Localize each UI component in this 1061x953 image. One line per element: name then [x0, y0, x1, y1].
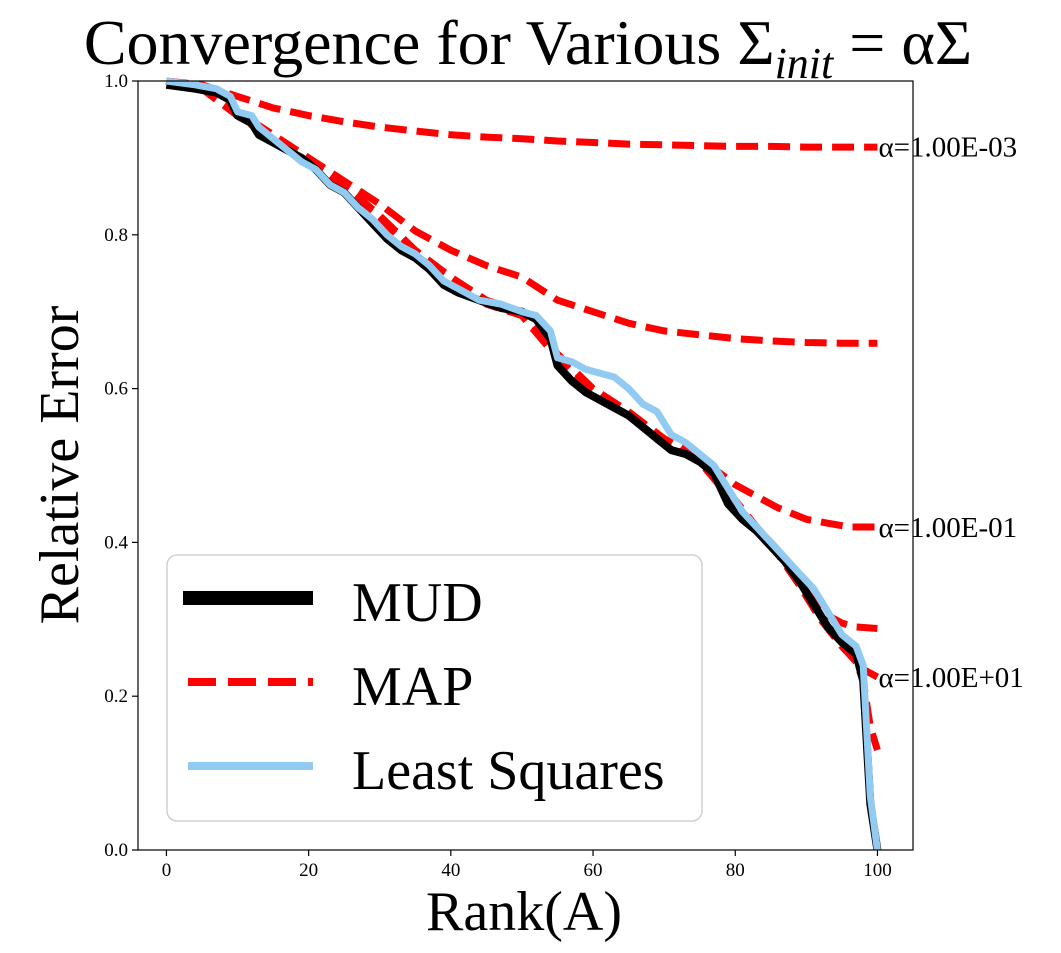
annotation-label-0: α=1.00E-03	[878, 131, 1017, 163]
legend-label-least-squares: Least Squares	[352, 740, 665, 802]
y-tick-label: 0.2	[104, 686, 128, 707]
series-line-map-1-00e-03	[166, 77, 878, 151]
y-axis-label: Relative Error	[29, 305, 91, 624]
chart-title-subscript: init	[775, 39, 835, 88]
annotation-label-1: α=1.00E-01	[878, 512, 1017, 544]
annotation-label-2: α=1.00E+01	[878, 662, 1023, 694]
x-tick-label: 20	[299, 860, 318, 881]
chart-title-tail: = αΣ	[833, 7, 972, 78]
chart-title: Convergence for Various Σinit = αΣ	[84, 7, 972, 88]
tick-layer: 0 20 40 60 80 100 0.0 0.2 0.4 0.6 0.8 1.0	[104, 71, 891, 881]
legend: MUD MAP Least Squares	[166, 554, 703, 822]
x-axis-label: Rank(A)	[426, 881, 622, 943]
y-tick-label: 0.4	[104, 532, 128, 553]
y-tick-label: 0.0	[104, 840, 128, 861]
legend-label-map: MAP	[352, 656, 473, 718]
x-tick-label: 0	[162, 860, 172, 881]
x-tick-label: 60	[584, 860, 603, 881]
series-line-least-squares	[165, 77, 881, 851]
legend-label-mud: MUD	[352, 572, 483, 634]
y-tick-label: 0.6	[104, 379, 128, 400]
annotation-layer: α=1.00E-03 α=1.00E-01 α=1.00E+01	[878, 131, 1023, 694]
series-layer	[165, 77, 882, 851]
x-tick-label: 100	[863, 860, 892, 881]
series-line-map-1-00e-01	[165, 77, 878, 531]
y-tick-label: 0.8	[104, 225, 128, 246]
x-tick-label: 40	[441, 860, 460, 881]
x-tick-label: 80	[726, 860, 745, 881]
legend-box	[166, 554, 703, 822]
chart-title-main: Convergence for Various Σ	[84, 7, 775, 78]
plot-frame	[137, 80, 914, 851]
y-tick-label: 1.0	[104, 71, 128, 92]
